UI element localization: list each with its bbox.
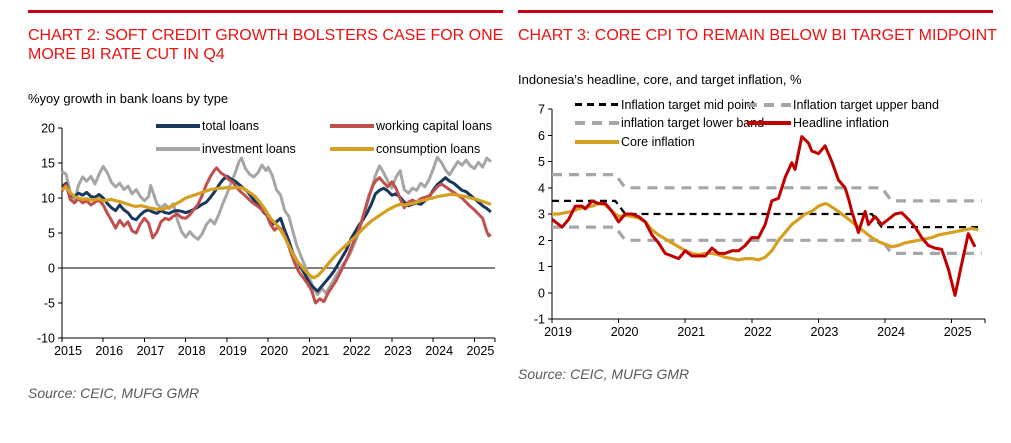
chart2-subtitle: %yoy growth in bank loans by type	[28, 91, 229, 106]
chart2-plot-area: -10 -5 0 5 10 15 20 2015 2016 2017 2018 2019 2020 202…	[28, 116, 505, 368]
legend-item: total loans	[156, 118, 330, 133]
legend-label: total loans	[202, 118, 259, 133]
svg-text:0: 0	[538, 286, 545, 300]
red-divider-rule	[28, 10, 503, 13]
svg-text:2019: 2019	[219, 344, 247, 358]
chart3-legend: Inflation target mid point Inflation targ…	[575, 97, 939, 149]
svg-text:6: 6	[538, 129, 545, 143]
svg-text:2021: 2021	[677, 325, 705, 339]
legend-item: Inflation target upper band	[747, 97, 939, 112]
svg-text:7: 7	[538, 103, 545, 117]
legend-label: Headline inflation	[793, 116, 889, 130]
legend-line-swatch	[747, 121, 791, 125]
legend-item: investment loans	[156, 141, 330, 156]
svg-text:2023: 2023	[384, 344, 412, 358]
svg-text:-10: -10	[37, 332, 55, 346]
svg-text:1: 1	[538, 260, 545, 274]
legend-label: investment loans	[202, 141, 296, 156]
legend-label: consumption loans	[376, 141, 481, 156]
legend-item: working capital loans	[330, 118, 492, 133]
svg-text:2024: 2024	[425, 344, 453, 358]
svg-text:-5: -5	[44, 297, 55, 311]
svg-text:-1: -1	[534, 313, 545, 327]
legend-line-swatch	[575, 102, 619, 107]
legend-line-swatch	[747, 102, 791, 107]
chart3-panel: CHART 3: CORE CPI TO REMAIN BELOW BI TAR…	[505, 0, 1011, 401]
svg-text:0: 0	[48, 262, 55, 276]
svg-text:2019: 2019	[544, 325, 572, 339]
chart3-plot-area: -1 0 1 2 3 4 5 6 7 2019 2020 2021 2022 2023 2024 2025 I…	[518, 97, 995, 349]
svg-text:2024: 2024	[877, 325, 905, 339]
legend-label: Inflation target mid point	[621, 97, 755, 112]
svg-text:2020: 2020	[260, 344, 288, 358]
legend-item: inflation target lower band	[575, 116, 764, 131]
legend-item: Core inflation	[575, 134, 747, 149]
legend-line-swatch	[156, 146, 200, 151]
chart2-title: CHART 2: SOFT CREDIT GROWTH BOLSTERS CAS…	[28, 27, 504, 63]
svg-text:2017: 2017	[137, 344, 165, 358]
svg-text:4: 4	[538, 181, 545, 195]
chart2-source-note: Source: CEIC, MUFG GMR	[28, 385, 200, 401]
chart2-panel: CHART 2: SOFT CREDIT GROWTH BOLSTERS CAS…	[0, 0, 505, 401]
svg-text:2016: 2016	[95, 344, 123, 358]
legend-item: Headline inflation	[747, 116, 939, 131]
svg-text:2025: 2025	[944, 325, 972, 339]
legend-label: inflation target lower band	[621, 116, 765, 130]
svg-text:2018: 2018	[178, 344, 206, 358]
legend-label: Core inflation	[621, 134, 695, 149]
inflation-line-chart: -1 0 1 2 3 4 5 6 7 2019 2020 2021 2022 2023 2024 2025	[534, 103, 986, 339]
report-charts-row: CHART 2: SOFT CREDIT GROWTH BOLSTERS CAS…	[0, 0, 1011, 401]
svg-text:2022: 2022	[744, 325, 772, 339]
chart3-subtitle: Indonesia's headline, core, and target i…	[518, 72, 802, 87]
legend-line-swatch	[575, 121, 619, 125]
svg-text:3: 3	[538, 208, 545, 222]
legend-line-swatch	[330, 146, 374, 151]
svg-text:2023: 2023	[811, 325, 839, 339]
svg-text:2025: 2025	[466, 344, 494, 358]
svg-text:5: 5	[538, 155, 545, 169]
svg-text:2022: 2022	[343, 344, 371, 358]
chart2-legend: total loans working capital loans investme…	[156, 118, 492, 156]
svg-text:2021: 2021	[302, 344, 330, 358]
svg-text:2020: 2020	[611, 325, 639, 339]
legend-line-swatch	[156, 123, 200, 128]
bank-loan-growth-line-chart: -10 -5 0 5 10 15 20 2015 2016 2017 2018 2019 2020 202…	[37, 122, 496, 358]
legend-item: Inflation target mid point	[575, 97, 754, 112]
svg-text:15: 15	[41, 157, 55, 171]
svg-text:2015: 2015	[54, 344, 82, 358]
chart3-title: CHART 3: CORE CPI TO REMAIN BELOW BI TAR…	[518, 27, 997, 44]
legend-label: working capital loans	[376, 118, 493, 133]
legend-line-swatch	[575, 139, 619, 144]
svg-text:20: 20	[41, 122, 55, 136]
svg-text:2: 2	[538, 234, 545, 248]
red-divider-rule	[518, 10, 993, 13]
legend-label: Inflation target upper band	[793, 97, 939, 112]
svg-text:10: 10	[41, 192, 55, 206]
legend-item: consumption loans	[330, 141, 492, 156]
legend-line-swatch	[330, 123, 374, 128]
svg-text:5: 5	[48, 227, 55, 241]
chart3-source-note: Source: CEIC, MUFG GMR	[518, 366, 690, 382]
